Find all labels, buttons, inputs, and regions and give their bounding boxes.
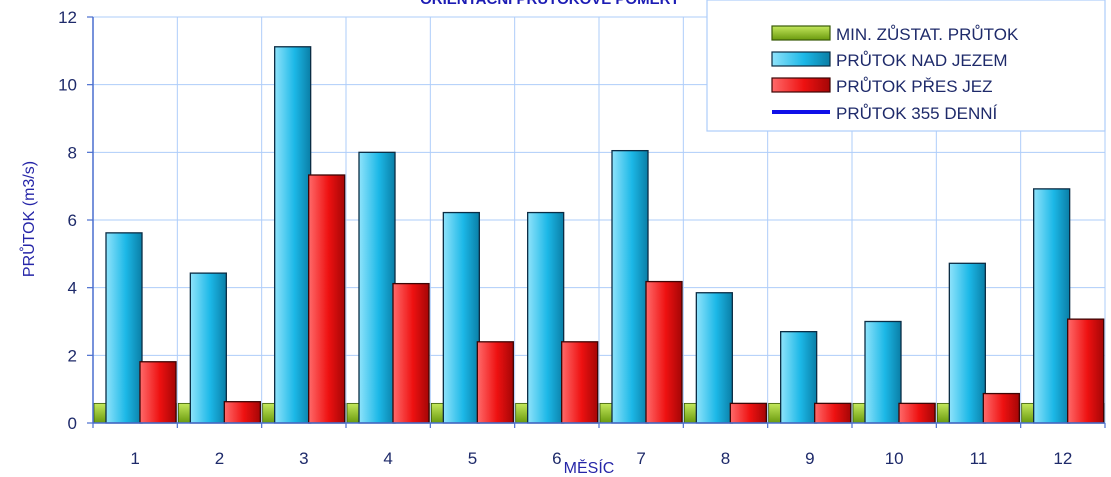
legend-label: PRŮTOK PŘES JEZ xyxy=(836,77,993,96)
x-tick-label: 12 xyxy=(1053,449,1072,468)
bar-pres-jez xyxy=(561,341,599,424)
bar-nad-jezem xyxy=(695,292,733,424)
legend-swatch xyxy=(771,25,831,41)
y-tick-label: 0 xyxy=(68,414,77,433)
bar-pres-jez xyxy=(392,282,430,424)
x-tick-label: 9 xyxy=(805,449,814,468)
y-tick-label: 8 xyxy=(68,143,77,162)
y-tick-label: 10 xyxy=(58,76,77,95)
bars-layer xyxy=(93,46,1105,424)
x-tick-label: 11 xyxy=(970,449,988,468)
y-axis-label: PRŮTOK (m3/s) xyxy=(19,161,38,277)
bar-nad-jezem xyxy=(864,320,902,424)
x-tick-label: 7 xyxy=(636,449,645,468)
x-tick-label: 1 xyxy=(130,449,139,468)
bar-pres-jez xyxy=(476,341,514,424)
bar-nad-jezem xyxy=(189,272,227,424)
bar-nad-jezem xyxy=(442,211,480,424)
legend-label: MIN. ZŮSTAT. PRŮTOK xyxy=(836,25,1019,44)
legend-swatch xyxy=(771,51,831,67)
bar-nad-jezem xyxy=(105,232,143,424)
y-tick-label: 4 xyxy=(68,279,77,298)
legend-swatch xyxy=(771,77,831,93)
bar-pres-jez xyxy=(814,402,852,424)
y-tick-label: 6 xyxy=(68,211,77,230)
x-tick-label: 3 xyxy=(299,449,308,468)
y-tick-label: 2 xyxy=(68,346,77,365)
bar-pres-jez xyxy=(139,361,177,424)
bar-nad-jezem xyxy=(1033,188,1071,424)
x-tick-label: 8 xyxy=(721,449,730,468)
legend: MIN. ZŮSTAT. PRŮTOK PRŮTOK NAD JEZEM PRŮTO… xyxy=(706,0,1106,132)
bar-pres-jez xyxy=(982,392,1020,424)
legend-label: PRŮTOK NAD JEZEM xyxy=(836,51,1008,70)
bar-nad-jezem xyxy=(611,149,649,424)
x-tick-label: 2 xyxy=(215,449,224,468)
x-tick-label: 10 xyxy=(885,449,904,468)
bar-pres-jez xyxy=(729,402,767,424)
bar-pres-jez xyxy=(898,402,936,424)
bar-nad-jezem xyxy=(274,46,312,424)
bar-nad-jezem xyxy=(948,262,986,424)
legend-label: PRŮTOK 355 DENNÍ xyxy=(836,104,998,123)
bar-nad-jezem xyxy=(358,151,396,424)
y-tick-label: 12 xyxy=(58,8,77,27)
bar-pres-jez xyxy=(645,280,683,424)
gridlines xyxy=(92,16,1106,424)
bar-pres-jez xyxy=(308,174,346,424)
x-tick-label: 5 xyxy=(468,449,477,468)
bar-nad-jezem xyxy=(527,211,565,424)
x-tick-label: 6 xyxy=(552,449,561,468)
axes-layer xyxy=(87,16,1106,428)
bar-pres-jez xyxy=(223,401,261,424)
bar-pres-jez xyxy=(1067,318,1105,424)
x-axis-label: MĚSÍC xyxy=(564,458,615,477)
bar-nad-jezem xyxy=(780,330,818,424)
chart-title: ORIENTAČNÍ PRŮTOKOVÉ POMĚRY xyxy=(420,0,680,8)
x-tick-label: 4 xyxy=(383,449,392,468)
